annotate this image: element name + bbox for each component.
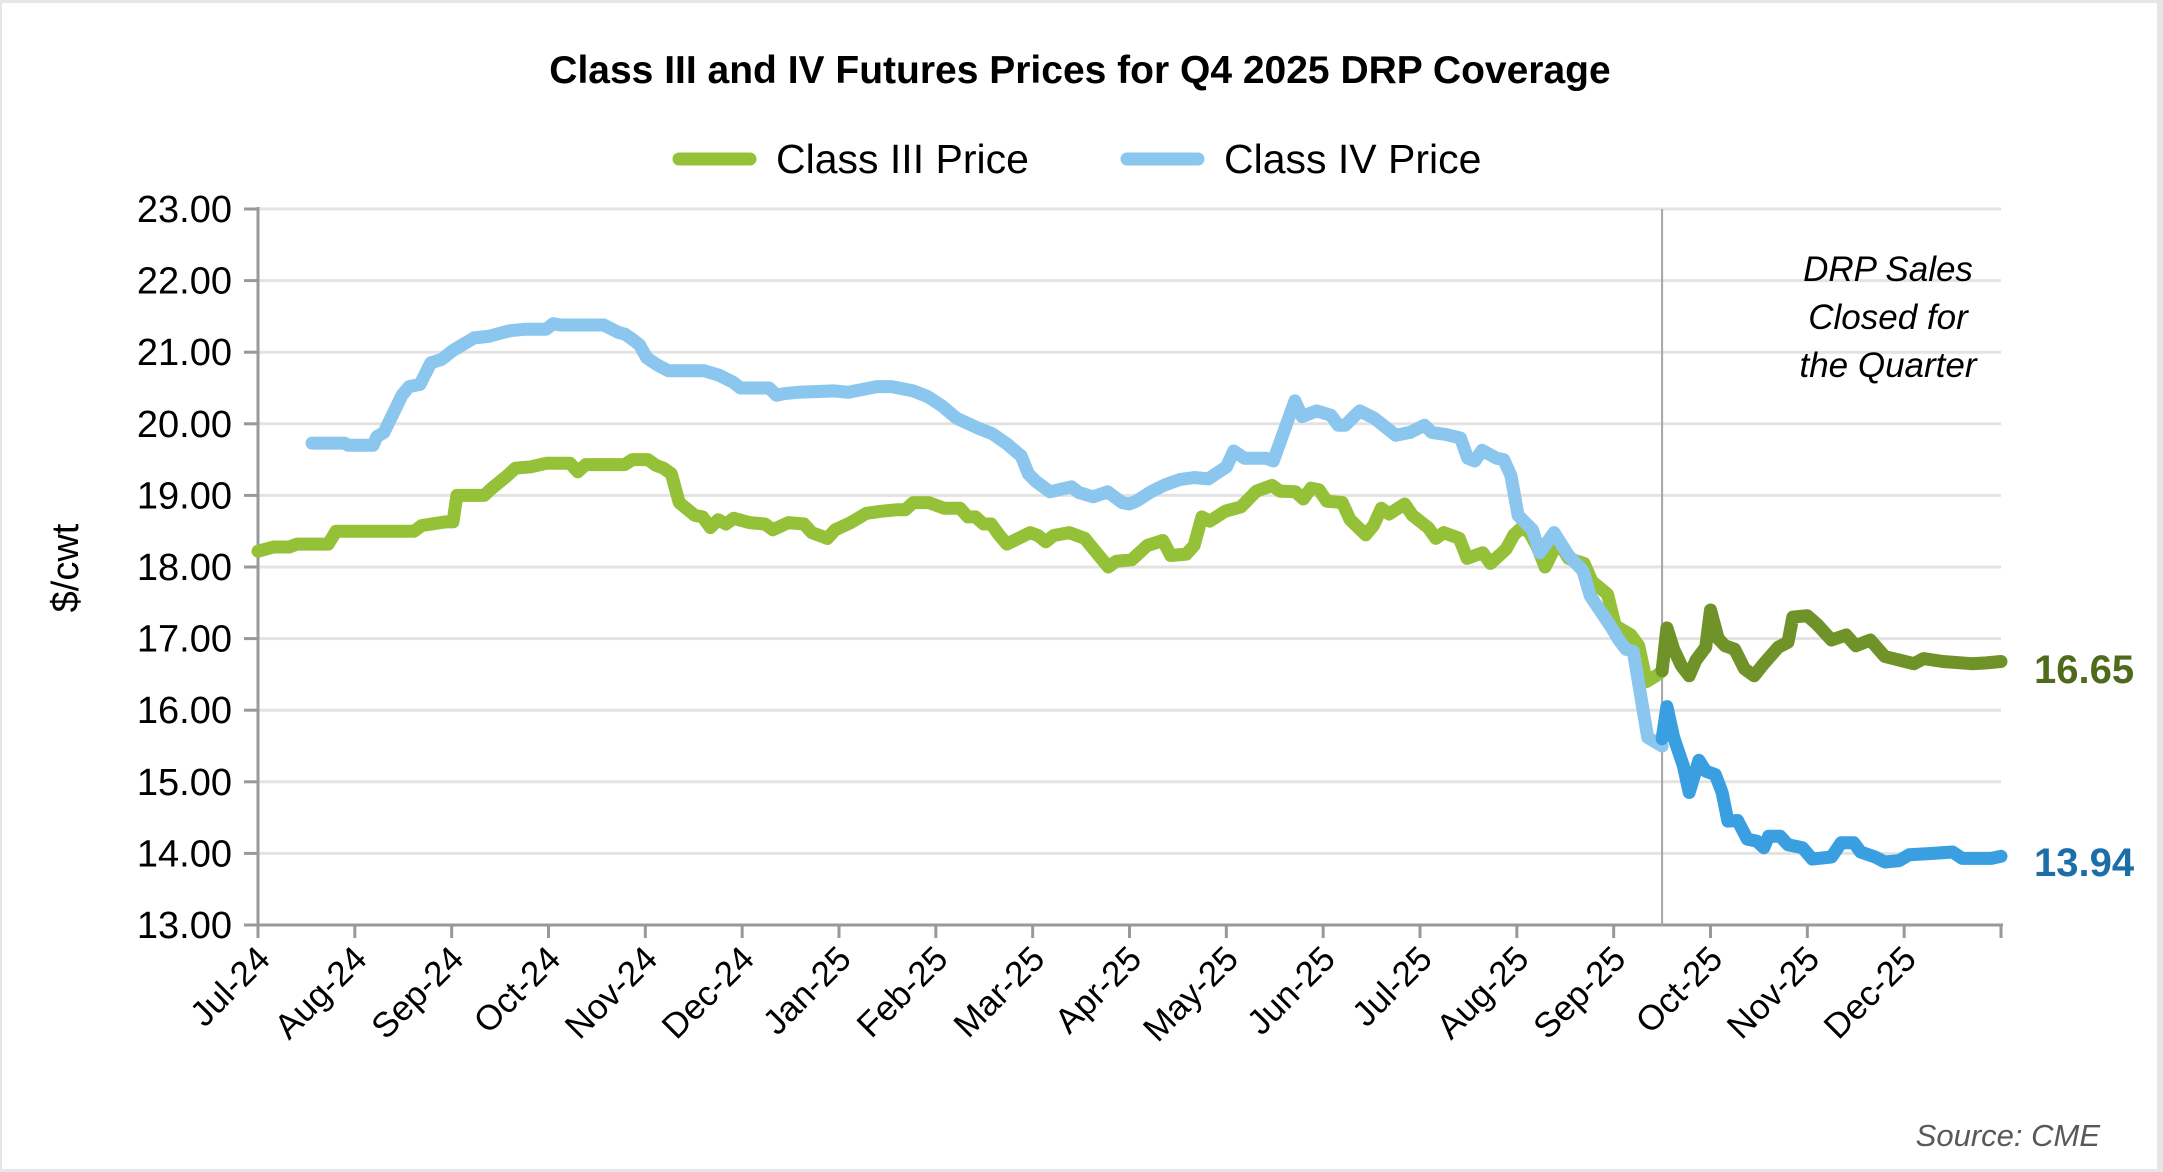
- x-tick-label: May-25: [1136, 939, 1246, 1049]
- x-tick-label: Oct-24: [466, 939, 568, 1041]
- chart-title: Class III and IV Futures Prices for Q4 2…: [549, 49, 1610, 92]
- series-line-class-iii: [251, 453, 1669, 689]
- legend-label-class-iv: Class IV Price: [1224, 136, 1481, 182]
- annotation-line-1: DRP Sales: [1803, 250, 1973, 289]
- axes: [256, 207, 2003, 927]
- x-tick-label: Jul-24: [183, 939, 278, 1034]
- x-tick-label: Oct-25: [1628, 939, 1730, 1041]
- y-tick-label: 14.00: [137, 833, 232, 875]
- gridlines: [258, 207, 2001, 855]
- series-line-class-iii-after-cutoff: [1655, 603, 2008, 683]
- y-tick-label: 19.00: [137, 475, 232, 517]
- legend: Class III Price Class IV Price: [672, 136, 1481, 182]
- end-label-class-iv: 13.94: [2034, 841, 2135, 885]
- x-tick-label: Jul-25: [1345, 939, 1440, 1034]
- x-tick-label: Sep-24: [364, 939, 471, 1046]
- y-tick-label: 18.00: [137, 547, 232, 589]
- series-line-class-iv-after-cutoff: [1655, 700, 2008, 869]
- y-tick-label: 22.00: [137, 261, 232, 303]
- y-axis-ticks: 13.00 14.00 15.00 16.00 17.00 18.00 19.00 20.00…: [137, 189, 258, 947]
- x-tick-label: Feb-25: [849, 939, 955, 1045]
- x-tick-label: Sep-25: [1526, 939, 1633, 1046]
- x-tick-label: Aug-25: [1429, 939, 1536, 1046]
- annotation-line-2: Closed for: [1808, 298, 1969, 337]
- x-tick-label: Dec-25: [1816, 939, 1923, 1046]
- x-tick-label: Jan-25: [755, 939, 858, 1042]
- y-tick-label: 21.00: [137, 332, 232, 374]
- drp-annotation: DRP Sales Closed for the Quarter: [1799, 250, 1977, 385]
- legend-label-class-iii: Class III Price: [776, 136, 1029, 182]
- x-tick-label: Nov-25: [1720, 939, 1827, 1046]
- series-line-class-iv: [305, 317, 1669, 753]
- x-tick-label: Mar-25: [946, 939, 1052, 1045]
- y-tick-label: 16.00: [137, 690, 232, 732]
- x-tick-label: Nov-24: [558, 939, 665, 1046]
- y-axis-label: $/cwt: [45, 523, 87, 612]
- x-tick-label: Dec-24: [654, 939, 761, 1046]
- y-tick-label: 13.00: [137, 905, 232, 947]
- annotation-line-3: the Quarter: [1799, 346, 1977, 385]
- x-axis-ticks: Jul-24Aug-24Sep-24Oct-24Nov-24Dec-24Jan-…: [183, 925, 2003, 1049]
- source-note: Source: CME: [1916, 1118, 2101, 1153]
- y-tick-label: 20.00: [137, 404, 232, 446]
- y-tick-label: 23.00: [137, 189, 232, 231]
- chart-frame: Class III and IV Futures Prices for Q4 2…: [2, 3, 2157, 1169]
- series-lines: [251, 317, 2008, 869]
- x-tick-label: Jun-25: [1240, 939, 1343, 1042]
- y-tick-label: 17.00: [137, 619, 232, 661]
- x-tick-label: Apr-25: [1047, 939, 1149, 1041]
- x-tick-label: Aug-24: [267, 939, 374, 1046]
- end-label-class-iii: 16.65: [2034, 648, 2134, 692]
- chart-svg: Class III and IV Futures Prices for Q4 2…: [45, 49, 2135, 1153]
- y-tick-label: 15.00: [137, 762, 232, 804]
